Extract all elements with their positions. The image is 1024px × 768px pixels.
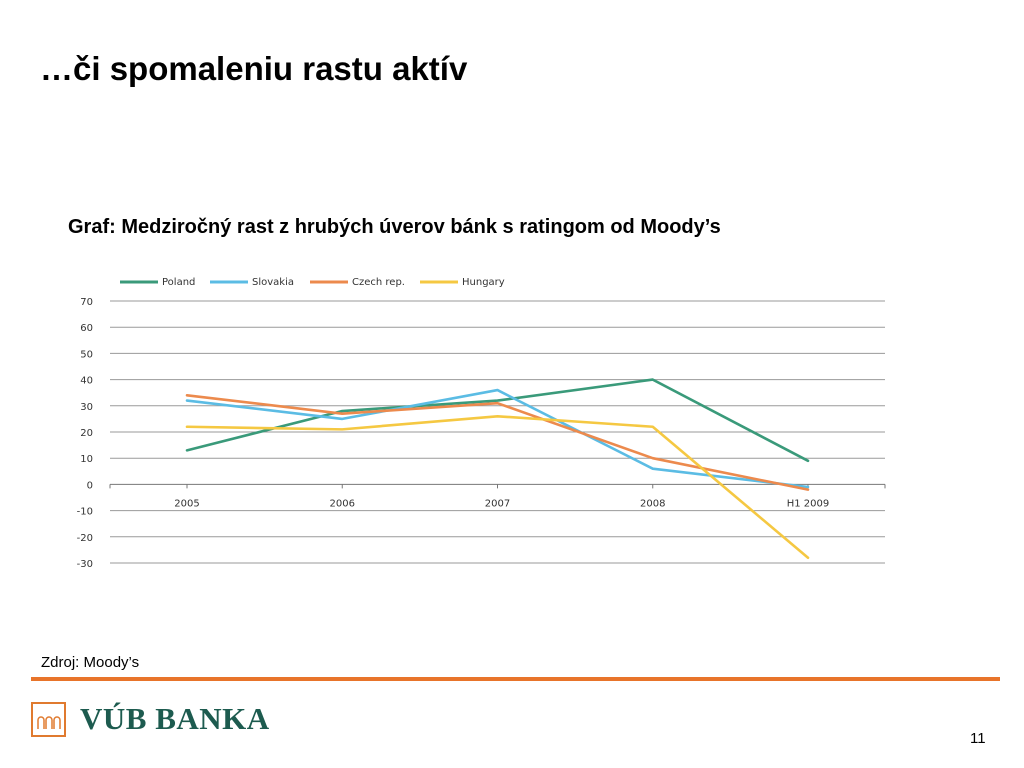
divider-rule [31, 677, 1000, 681]
slide-title: …či spomaleniu rastu aktív [40, 50, 468, 87]
y-tick-label: 70 [80, 297, 93, 308]
y-tick-label: 20 [80, 428, 93, 439]
x-axis: 2005 2006 2007 2008 H1 2009 [109, 484, 886, 509]
series-line-czech-rep [185, 394, 810, 491]
y-tick-label: -10 [77, 507, 93, 518]
vub-logo-icon [31, 701, 66, 737]
page-number: 11 [970, 730, 986, 747]
source-note: Zdroj: Moody’s [41, 654, 140, 671]
y-tick-label: 30 [80, 402, 93, 413]
logo-wordmark: VÚB BANKA [80, 701, 270, 736]
series-line-hungary [185, 414, 810, 560]
line-chart: Poland Slovakia Czech rep. Hungary 70 60 50 40… [77, 277, 886, 570]
x-tick-label: 2008 [640, 498, 665, 509]
x-tick-label: 2005 [174, 498, 199, 509]
y-tick-label: 60 [80, 323, 93, 334]
legend-label: Slovakia [252, 277, 294, 288]
x-tick-label: 2007 [485, 498, 510, 509]
y-axis: 70 60 50 40 30 20 10 0 -10 -20 -30 [77, 297, 93, 570]
vub-banka-logo: VÚB BANKA [31, 701, 270, 737]
y-tick-label: 0 [87, 480, 93, 491]
series-line-poland [185, 378, 810, 463]
x-tick-label: 2006 [330, 498, 355, 509]
y-tick-label: 10 [80, 454, 93, 465]
chart-legend: Poland Slovakia Czech rep. Hungary [120, 277, 505, 288]
chart-title: Graf: Medziročný rast z hrubých úverov b… [68, 216, 721, 238]
y-tick-label: 40 [80, 376, 93, 387]
y-tick-label: 50 [80, 349, 93, 360]
legend-label: Poland [162, 277, 195, 288]
legend-label: Czech rep. [352, 277, 405, 288]
legend-label: Hungary [462, 277, 505, 288]
series-line-slovakia [185, 388, 810, 489]
chart-series [185, 378, 810, 560]
x-tick-label: H1 2009 [787, 498, 830, 509]
y-tick-label: -30 [77, 559, 93, 570]
y-tick-label: -20 [77, 533, 93, 544]
